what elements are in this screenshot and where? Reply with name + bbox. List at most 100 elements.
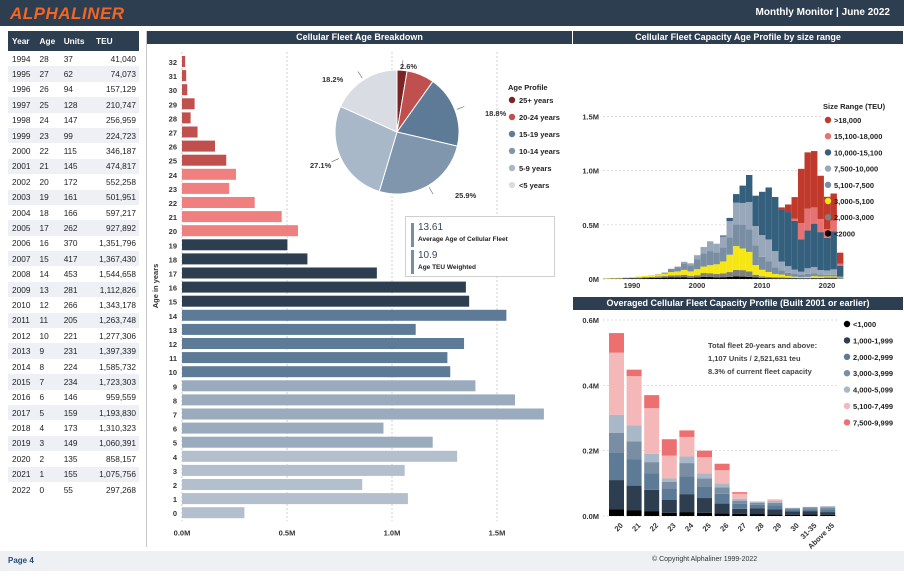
- legend-label: 3,000-5,100: [834, 197, 874, 206]
- table-cell-age: 9: [35, 343, 60, 359]
- cap-bar-segment: [830, 193, 837, 221]
- overaged-bar-segment: [802, 514, 818, 516]
- age-bar-2: [182, 479, 363, 490]
- table-cell-year: 2022: [12, 484, 31, 495]
- cap-bar-segment: [778, 277, 785, 279]
- cap-bar-segment: [733, 246, 740, 270]
- col-header-teu[interactable]: TEU: [90, 31, 139, 51]
- table-cell-year: 2021: [8, 466, 36, 482]
- legend-dot: [824, 181, 832, 188]
- cap-bar-segment: [824, 277, 831, 279]
- age-bar-13: [182, 323, 416, 335]
- table-cell-age: 28: [39, 53, 49, 64]
- table-cell-year: 2003: [8, 189, 36, 205]
- legend-dot: [843, 337, 851, 344]
- overaged-bar-segment: [661, 499, 677, 513]
- table-row: 2017 5 159 1,193,830: [8, 404, 139, 421]
- legend-label: 3,000-3,999: [853, 369, 893, 378]
- x-tick-label: 2020: [819, 281, 836, 290]
- cap-bar-segment: [694, 259, 701, 270]
- cap-bar-segment: [798, 278, 805, 279]
- cap-bar-segment: [824, 196, 831, 230]
- cap-bar-segment: [804, 273, 811, 277]
- overaged-bar-segment: [820, 514, 836, 516]
- overaged-bar-segment: [679, 512, 695, 516]
- pie-slice-5: [339, 69, 398, 133]
- annotation-line-3: 8.3% of current fleet capacity: [708, 367, 812, 376]
- cap-bar-segment: [785, 272, 792, 276]
- cap-bar-segment: [798, 239, 805, 272]
- age-bar-25: [182, 154, 227, 166]
- legend-dot: [843, 370, 851, 377]
- cap-bar-segment: [681, 274, 688, 278]
- cap-bar-segment: [622, 278, 629, 279]
- cap-bar-segment: [811, 277, 818, 279]
- x-tick-label: 20: [613, 521, 625, 533]
- table-cell-age: 14: [39, 269, 49, 280]
- cap-bar-segment: [824, 276, 831, 278]
- y-tick-label: 24: [169, 171, 178, 180]
- cap-bar-segment: [791, 197, 798, 219]
- overaged-bar-segment: [661, 488, 677, 500]
- legend-dot: [508, 147, 516, 155]
- overaged-bar-segment: [714, 483, 730, 488]
- cap-bar-segment: [687, 277, 694, 279]
- y-tick-label: 0M: [589, 275, 599, 284]
- pie-leader-line: [428, 187, 434, 195]
- table-cell-teu: 474,817: [90, 158, 139, 175]
- overaged-bar-segment: [679, 430, 695, 437]
- cap-bar-segment: [648, 275, 655, 277]
- cap-bar-segment: [778, 278, 785, 279]
- overaged-bar-segment: [609, 352, 624, 415]
- table-row: 2014 8 224 1,585,732: [8, 359, 139, 374]
- table-cell-units: 147: [63, 115, 78, 126]
- table-cell-age: 15: [35, 251, 60, 267]
- col-header-age[interactable]: Age: [35, 31, 60, 51]
- x-tick-label: 30: [789, 521, 801, 533]
- overaged-bar-segment: [609, 480, 624, 510]
- table-row: 2007 15 417 1,367,430: [8, 251, 139, 267]
- table-cell-teu: 959,559: [106, 392, 136, 403]
- col-header-year[interactable]: Year: [8, 31, 36, 51]
- table-row: 2020 2 135 858,157: [8, 451, 139, 466]
- table-cell-year: 1999: [8, 127, 36, 144]
- overaged-bar-segment: [609, 509, 624, 516]
- cap-bar-segment: [674, 266, 681, 268]
- overaged-bar-segment: [644, 453, 660, 463]
- cap-bar-segment: [739, 276, 746, 279]
- cap-bar-segment: [791, 269, 798, 275]
- overaged-bar-segment: [767, 500, 783, 503]
- header-title: Monthly Monitor | June 2022: [755, 7, 890, 18]
- age-bar-chart: 0.0M 0.5M 1.0M 1.5M012345678910111213141516…: [151, 52, 544, 537]
- cap-bar-segment: [811, 276, 818, 278]
- cap-bar-segment: [791, 218, 798, 221]
- table-row: 2002 20 172 552,258: [8, 174, 139, 189]
- x-tick-label: 0.5M: [279, 528, 296, 537]
- table-cell-year: 2008: [12, 269, 31, 280]
- table-cell-units: 115: [63, 146, 77, 157]
- overaged-bar-segment: [820, 512, 836, 515]
- table-cell-units: 94: [63, 84, 73, 95]
- page-number: Page 4: [8, 556, 34, 565]
- cap-bar-segment: [739, 270, 746, 277]
- cap-bar-segment: [837, 265, 844, 277]
- avg-age-value: 13.61: [418, 222, 444, 233]
- table-cell-year: 1995: [8, 66, 36, 82]
- cap-bar-segment: [720, 236, 727, 248]
- legend-dot: [824, 116, 832, 124]
- y-tick-label: 1.0M: [582, 167, 599, 176]
- table-cell-teu: 858,157: [106, 453, 136, 464]
- legend-label: 7,500-9,999: [853, 418, 893, 427]
- cap-bar-segment: [739, 248, 746, 271]
- table-cell-units: 55: [63, 484, 73, 495]
- cap-bar-segment: [830, 276, 837, 278]
- table-cell-age: 0: [39, 484, 45, 495]
- cap-bar-segment: [720, 247, 727, 262]
- table-row: 2005 17 262 927,892: [8, 220, 139, 236]
- table-cell-teu: 74,073: [90, 66, 139, 82]
- y-tick-label: 20: [169, 227, 177, 236]
- age-bar-12: [182, 338, 465, 349]
- col-header-units[interactable]: Units: [59, 31, 91, 51]
- legend-dot: [508, 96, 516, 104]
- cap-bar-segment: [668, 277, 675, 279]
